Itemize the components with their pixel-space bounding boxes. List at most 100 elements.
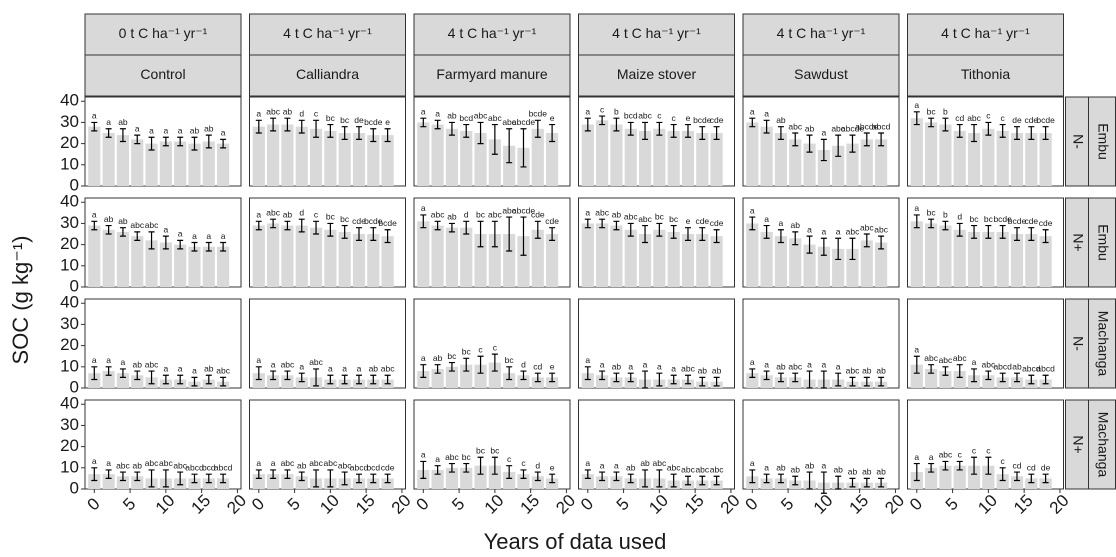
error-bar [599, 115, 606, 126]
error-bar [370, 227, 377, 241]
error-bar [270, 117, 277, 132]
error-bar [162, 235, 169, 250]
significance-letter: ab [862, 366, 872, 376]
y-tick-label: 30 [60, 415, 79, 434]
bar [188, 143, 201, 186]
bar [352, 234, 366, 287]
bar [460, 364, 473, 388]
bar [817, 149, 830, 186]
significance-letter: a [585, 207, 590, 217]
bar [925, 223, 938, 287]
error-bar [642, 370, 649, 389]
significance-letter: a [192, 231, 197, 241]
strip-label: 4 t C ha⁻¹ yr⁻¹ [612, 25, 701, 41]
y-tick-label: 20 [60, 234, 79, 253]
bar [202, 246, 215, 287]
significance-letter: abc [324, 458, 338, 468]
significance-letter: cde [710, 218, 724, 228]
bar [445, 366, 459, 388]
significance-letter: a [807, 224, 812, 234]
strip [578, 54, 735, 97]
error-bar [434, 465, 441, 475]
error-bar [985, 121, 992, 136]
error-bar [448, 361, 455, 372]
significance-letter: abc [846, 366, 860, 376]
strip-label: Sawdust [794, 66, 848, 82]
strip-label: 4 t C ha⁻¹ yr⁻¹ [941, 25, 1030, 41]
error-bar [699, 475, 706, 486]
error-bar [849, 477, 856, 488]
significance-letter: d [521, 359, 526, 369]
bar [760, 126, 773, 186]
error-bar [313, 368, 320, 387]
bar [774, 236, 788, 287]
significance-letter: c [972, 445, 977, 455]
bar [939, 225, 952, 287]
error-bar [162, 469, 169, 488]
significance-letter: abc [338, 460, 352, 470]
significance-letter: bcd [202, 462, 216, 472]
significance-letter: de [1012, 115, 1022, 125]
significance-letter: a [106, 117, 111, 127]
error-bar [177, 374, 184, 385]
significance-letter: a [764, 462, 769, 472]
error-bar [341, 126, 348, 140]
strip [84, 13, 242, 56]
significance-letter: ab [791, 220, 801, 230]
error-bar [327, 374, 334, 385]
bar [281, 375, 294, 388]
significance-letter: cd [533, 361, 542, 371]
error-bar [792, 231, 799, 246]
bar [295, 126, 308, 186]
x-tick-label: 15 [517, 491, 544, 518]
bar [953, 229, 966, 287]
error-bar [670, 374, 677, 385]
bar [417, 221, 430, 287]
error-bar [806, 134, 813, 153]
y-tick-label: 20 [60, 133, 79, 152]
error-bar [627, 121, 634, 136]
bar [610, 225, 623, 287]
bar [953, 371, 966, 388]
error-bar [749, 117, 756, 128]
error-bar [134, 134, 141, 145]
x-tick-label: 5 [284, 494, 304, 514]
bar [746, 122, 759, 186]
significance-letter: bc [476, 210, 486, 220]
error-bar [599, 471, 606, 482]
significance-letter: cde [695, 216, 709, 226]
significance-letter: a [163, 224, 168, 234]
significance-letter: a [750, 106, 755, 116]
y-tick-label: 20 [60, 436, 79, 455]
significance-letter: de [354, 115, 364, 125]
significance-letter: a [750, 205, 755, 215]
error-bar [191, 473, 198, 484]
significance-letter: abc [695, 465, 709, 475]
error-bar [613, 220, 620, 231]
strip-label: Farmyard manure [436, 66, 547, 82]
error-bar [313, 119, 320, 138]
error-bar [1042, 374, 1049, 385]
bar [460, 130, 473, 186]
bar [338, 133, 351, 186]
significance-letter: ab [297, 460, 307, 470]
error-bar [220, 138, 227, 149]
significance-letter: ab [791, 465, 801, 475]
error-bar [148, 370, 155, 385]
significance-letter: ab [204, 364, 214, 374]
significance-letter: abc [953, 353, 967, 363]
significance-letter: abcde [512, 117, 535, 127]
significance-letter: de [1041, 462, 1051, 472]
x-tick-label: 20 [1046, 491, 1073, 518]
error-bar [670, 224, 677, 239]
significance-letter: abc [982, 359, 996, 369]
strip-label: N- [1070, 336, 1086, 351]
error-bar [878, 132, 885, 147]
bar [696, 234, 709, 287]
strip [249, 54, 406, 97]
error-bar [313, 220, 320, 235]
bar [832, 145, 845, 186]
bar [967, 231, 981, 287]
significance-letter: a [357, 364, 362, 374]
error-bar [642, 224, 649, 244]
